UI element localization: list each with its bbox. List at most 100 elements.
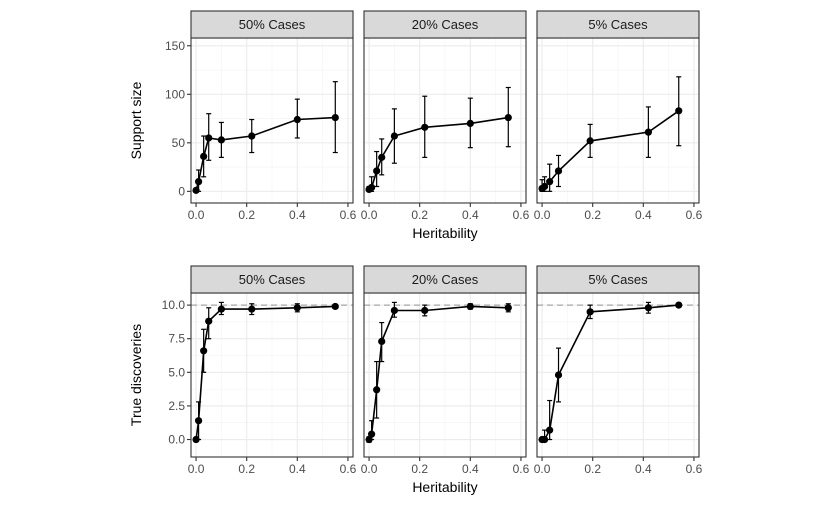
x-tick-label: 0.2 [411,462,428,476]
data-point [378,337,386,345]
data-point [390,306,398,315]
facet-panel: 50% Cases 0.0 0.2 0.4 0.6 0 50 100 150 [165,10,357,222]
facet-row-2: True discoveries 50% Cases 0.0 0.2 0.4 0.6 0.0… [128,265,703,495]
data-point [200,347,208,355]
y-axis-title: True discoveries [128,324,144,426]
series-line [195,116,336,191]
x-tick-label: 0.0 [188,462,205,476]
facet-strip-label: 20% Cases [412,17,479,32]
x-tick-label: 0.4 [462,208,479,222]
facet-panel: 5% Cases 0.0 0.2 0.4 0.6 [534,10,703,222]
data-point [217,305,225,313]
data-point [540,182,549,191]
data-point [546,426,554,434]
y-tick-label: 7.5 [168,332,185,346]
facet-strip-label: 50% Cases [239,272,306,287]
data-point [365,435,373,444]
x-tick-label: 0.6 [686,208,703,222]
x-tick-label: 0.4 [289,462,306,476]
x-tick-label: 0.4 [289,208,306,222]
x-tick-label: 0.6 [686,462,703,476]
data-point [331,113,339,122]
x-tick-label: 0.6 [340,208,357,222]
data-point [205,317,213,325]
data-point [390,132,398,140]
data-point [200,152,208,161]
facet-strip [190,10,354,39]
data-point [192,435,200,444]
data-point [331,302,339,311]
facet-strip [190,265,354,294]
facet-strip-label: 50% Cases [239,17,306,32]
facet-panel: 50% Cases 0.0 0.2 0.4 0.6 0.0 2.5 5.0 7.5 10.0 [162,265,357,476]
facet-strip [536,265,700,294]
x-axis-title: Heritability [412,479,477,495]
series-line [368,305,509,440]
x-tick-label: 0.2 [411,208,428,222]
data-point [194,417,203,425]
facet-strip [363,10,527,39]
error-bar [547,163,553,192]
series-line [195,305,336,440]
data-point [217,136,225,144]
y-tick-label: 50 [172,136,186,150]
facet-panel: 20% Cases 0.0 0.2 0.4 0.6 [361,10,530,222]
x-tick-label: 0.6 [513,208,530,222]
data-point [504,113,512,122]
data-point [248,132,256,140]
data-point [546,178,554,186]
data-point [367,183,376,192]
data-point [293,115,301,124]
data-point [466,302,474,311]
data-point [540,435,549,444]
y-tick-label: 5.0 [168,365,185,379]
x-axis-title: Heritability [412,225,477,241]
x-tick-label: 0.6 [513,462,530,476]
y-tick-label: 2.5 [168,399,185,413]
x-tick-label: 0.4 [635,462,652,476]
data-point [205,134,213,142]
data-point [248,305,256,313]
y-tick-label: 0.0 [168,433,185,447]
data-point [293,304,301,312]
data-point [644,304,652,312]
facet-strip-label: 5% Cases [588,17,648,32]
facet-strip-label: 5% Cases [588,272,648,287]
data-point [192,186,200,194]
y-tick-label: 0 [178,184,185,198]
data-point [466,119,474,128]
y-axis-title: Support size [128,81,144,159]
data-point [378,153,386,161]
facet-strip [536,10,700,39]
data-point [586,137,594,145]
x-tick-label: 0.0 [534,462,551,476]
data-point [504,304,512,312]
data-point [194,178,203,186]
x-tick-label: 0.2 [584,208,601,222]
facet-panel: 5% Cases 0.0 0.2 0.4 0.6 [534,265,703,476]
data-point [644,128,652,136]
x-tick-label: 0.4 [635,208,652,222]
data-point [675,107,683,115]
facet-strip [363,265,527,294]
data-point [421,123,429,131]
facet-row-1: Support size 50% Cases 0.0 0.2 0.4 0.6 0 50 100 1… [128,10,703,241]
facet-strip-label: 20% Cases [412,272,479,287]
x-tick-label: 0.0 [361,462,378,476]
x-tick-label: 0.2 [238,462,255,476]
x-tick-label: 0.4 [462,462,479,476]
data-point [586,308,594,316]
data-point [554,167,563,175]
y-tick-label: 100 [165,87,185,101]
x-tick-label: 0.0 [361,208,378,222]
x-tick-label: 0.0 [534,208,551,222]
y-tick-label: 150 [165,39,185,53]
x-tick-label: 0.2 [238,208,255,222]
facet-panel: 20% Cases 0.0 0.2 0.4 0.6 [361,265,530,476]
data-point [421,306,429,315]
x-tick-label: 0.2 [584,462,601,476]
x-tick-label: 0.0 [188,208,205,222]
data-point [367,430,376,438]
data-point [675,301,683,309]
